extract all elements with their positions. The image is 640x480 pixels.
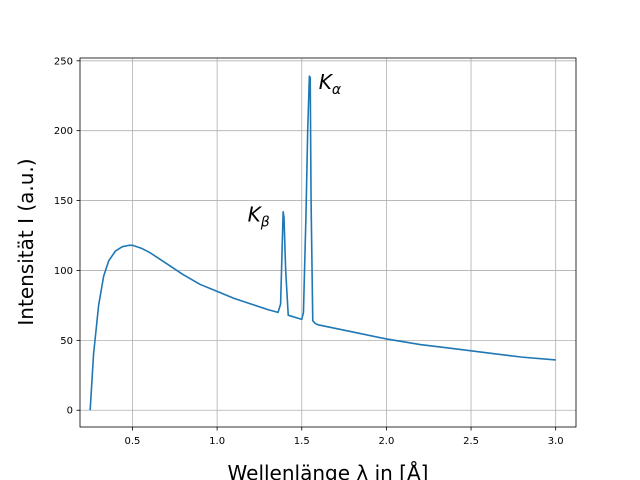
- series-line: [89, 75, 556, 411]
- x-tick-label: 2.5: [463, 436, 479, 447]
- x-axis-label: Wellenlänge λ in [Å]: [228, 461, 429, 480]
- x-tick-label: 3.0: [548, 436, 564, 447]
- y-tick-label: 50: [60, 336, 73, 347]
- grid: [80, 58, 576, 427]
- x-tick-label: 1.5: [294, 436, 310, 447]
- x-tick-label: 0.5: [125, 436, 141, 447]
- x-tick-label: 1.0: [209, 436, 225, 447]
- y-tick-label: 0: [67, 406, 73, 417]
- x-tick-label: 2.0: [378, 436, 394, 447]
- y-axis-label: Intensität I (a.u.): [14, 158, 38, 325]
- y-tick-label: 250: [54, 56, 73, 67]
- plot-frame: [79, 57, 577, 428]
- y-tick-label: 100: [54, 266, 73, 277]
- y-tick-label: 200: [54, 126, 73, 137]
- series-layer: [89, 75, 556, 411]
- y-tick-label: 150: [54, 196, 73, 207]
- ticks: 0.5 1.0 1.5 2.0 2.5 3.0 0 50 100 150 200 250: [54, 56, 564, 447]
